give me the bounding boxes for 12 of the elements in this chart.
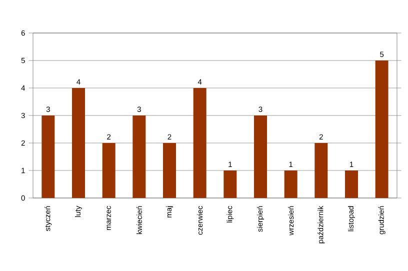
bar xyxy=(102,142,116,198)
bar xyxy=(375,60,388,198)
bar xyxy=(193,88,206,198)
bar xyxy=(72,88,86,198)
bar xyxy=(132,115,146,198)
bar xyxy=(224,170,237,198)
bar xyxy=(254,115,267,198)
bar xyxy=(344,170,358,198)
bar xyxy=(163,142,176,198)
bar xyxy=(42,115,55,198)
bar xyxy=(284,170,298,198)
bar xyxy=(314,142,328,198)
